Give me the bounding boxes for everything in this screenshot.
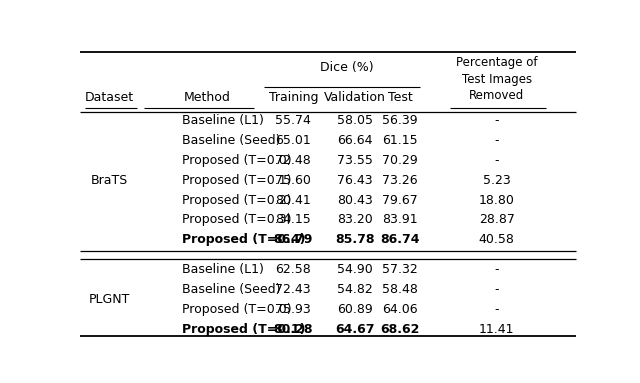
Text: Baseline (Seed): Baseline (Seed) xyxy=(182,283,280,296)
Text: 83.91: 83.91 xyxy=(382,213,418,226)
Text: Proposed (T=0.3): Proposed (T=0.3) xyxy=(182,213,291,226)
Text: Validation: Validation xyxy=(324,91,386,104)
Text: 28.87: 28.87 xyxy=(479,213,515,226)
Text: -: - xyxy=(494,134,499,147)
Text: 75.60: 75.60 xyxy=(275,173,311,187)
Text: 55.74: 55.74 xyxy=(275,114,311,127)
Text: 5.23: 5.23 xyxy=(483,173,511,187)
Text: Proposed (T=0.0): Proposed (T=0.0) xyxy=(182,154,291,167)
Text: -: - xyxy=(494,114,499,127)
Text: PLGNT: PLGNT xyxy=(89,293,131,306)
Text: 79.67: 79.67 xyxy=(382,193,418,206)
Text: Proposed (T=0.1): Proposed (T=0.1) xyxy=(182,323,305,336)
Text: 54.90: 54.90 xyxy=(337,264,373,277)
Text: Training: Training xyxy=(269,91,318,104)
Text: Method: Method xyxy=(184,91,231,104)
Text: Proposed (T=0.4): Proposed (T=0.4) xyxy=(182,233,305,246)
Text: 75.93: 75.93 xyxy=(275,303,311,316)
Text: 56.39: 56.39 xyxy=(382,114,418,127)
Text: 84.15: 84.15 xyxy=(275,213,311,226)
Text: Baseline (L1): Baseline (L1) xyxy=(182,114,264,127)
Text: 70.29: 70.29 xyxy=(382,154,418,167)
Text: BraTS: BraTS xyxy=(91,173,129,187)
Text: -: - xyxy=(494,264,499,277)
Text: 60.89: 60.89 xyxy=(337,303,373,316)
Text: 11.41: 11.41 xyxy=(479,323,515,336)
Text: 72.48: 72.48 xyxy=(275,154,311,167)
Text: 72.43: 72.43 xyxy=(275,283,311,296)
Text: 76.43: 76.43 xyxy=(337,173,373,187)
Text: -: - xyxy=(494,283,499,296)
Text: Percentage of
Test Images
Removed: Percentage of Test Images Removed xyxy=(456,56,538,102)
Text: 18.80: 18.80 xyxy=(479,193,515,206)
Text: 80.28: 80.28 xyxy=(273,323,313,336)
Text: Test: Test xyxy=(388,91,412,104)
Text: 66.64: 66.64 xyxy=(337,134,373,147)
Text: -: - xyxy=(494,154,499,167)
Text: 64.06: 64.06 xyxy=(382,303,418,316)
Text: 61.15: 61.15 xyxy=(382,134,418,147)
Text: 62.58: 62.58 xyxy=(275,264,311,277)
Text: Baseline (L1): Baseline (L1) xyxy=(182,264,264,277)
Text: 40.58: 40.58 xyxy=(479,233,515,246)
Text: 54.82: 54.82 xyxy=(337,283,373,296)
Text: 83.20: 83.20 xyxy=(337,213,373,226)
Text: 58.05: 58.05 xyxy=(337,114,373,127)
Text: Proposed (T=0.1): Proposed (T=0.1) xyxy=(182,173,291,187)
Text: 65.01: 65.01 xyxy=(275,134,311,147)
Text: Dice (%): Dice (%) xyxy=(320,61,373,74)
Text: 86.79: 86.79 xyxy=(273,233,313,246)
Text: Proposed (T=0.2): Proposed (T=0.2) xyxy=(182,193,291,206)
Text: 73.55: 73.55 xyxy=(337,154,373,167)
Text: Dataset: Dataset xyxy=(85,91,134,104)
Text: 64.67: 64.67 xyxy=(335,323,375,336)
Text: 85.78: 85.78 xyxy=(335,233,375,246)
Text: 68.62: 68.62 xyxy=(380,323,420,336)
Text: 86.74: 86.74 xyxy=(380,233,420,246)
Text: Baseline (Seed): Baseline (Seed) xyxy=(182,134,280,147)
Text: 80.43: 80.43 xyxy=(337,193,373,206)
Text: 58.48: 58.48 xyxy=(382,283,418,296)
Text: -: - xyxy=(494,303,499,316)
Text: 73.26: 73.26 xyxy=(382,173,418,187)
Text: 57.32: 57.32 xyxy=(382,264,418,277)
Text: 80.41: 80.41 xyxy=(275,193,311,206)
Text: Proposed (T=0.0): Proposed (T=0.0) xyxy=(182,303,291,316)
